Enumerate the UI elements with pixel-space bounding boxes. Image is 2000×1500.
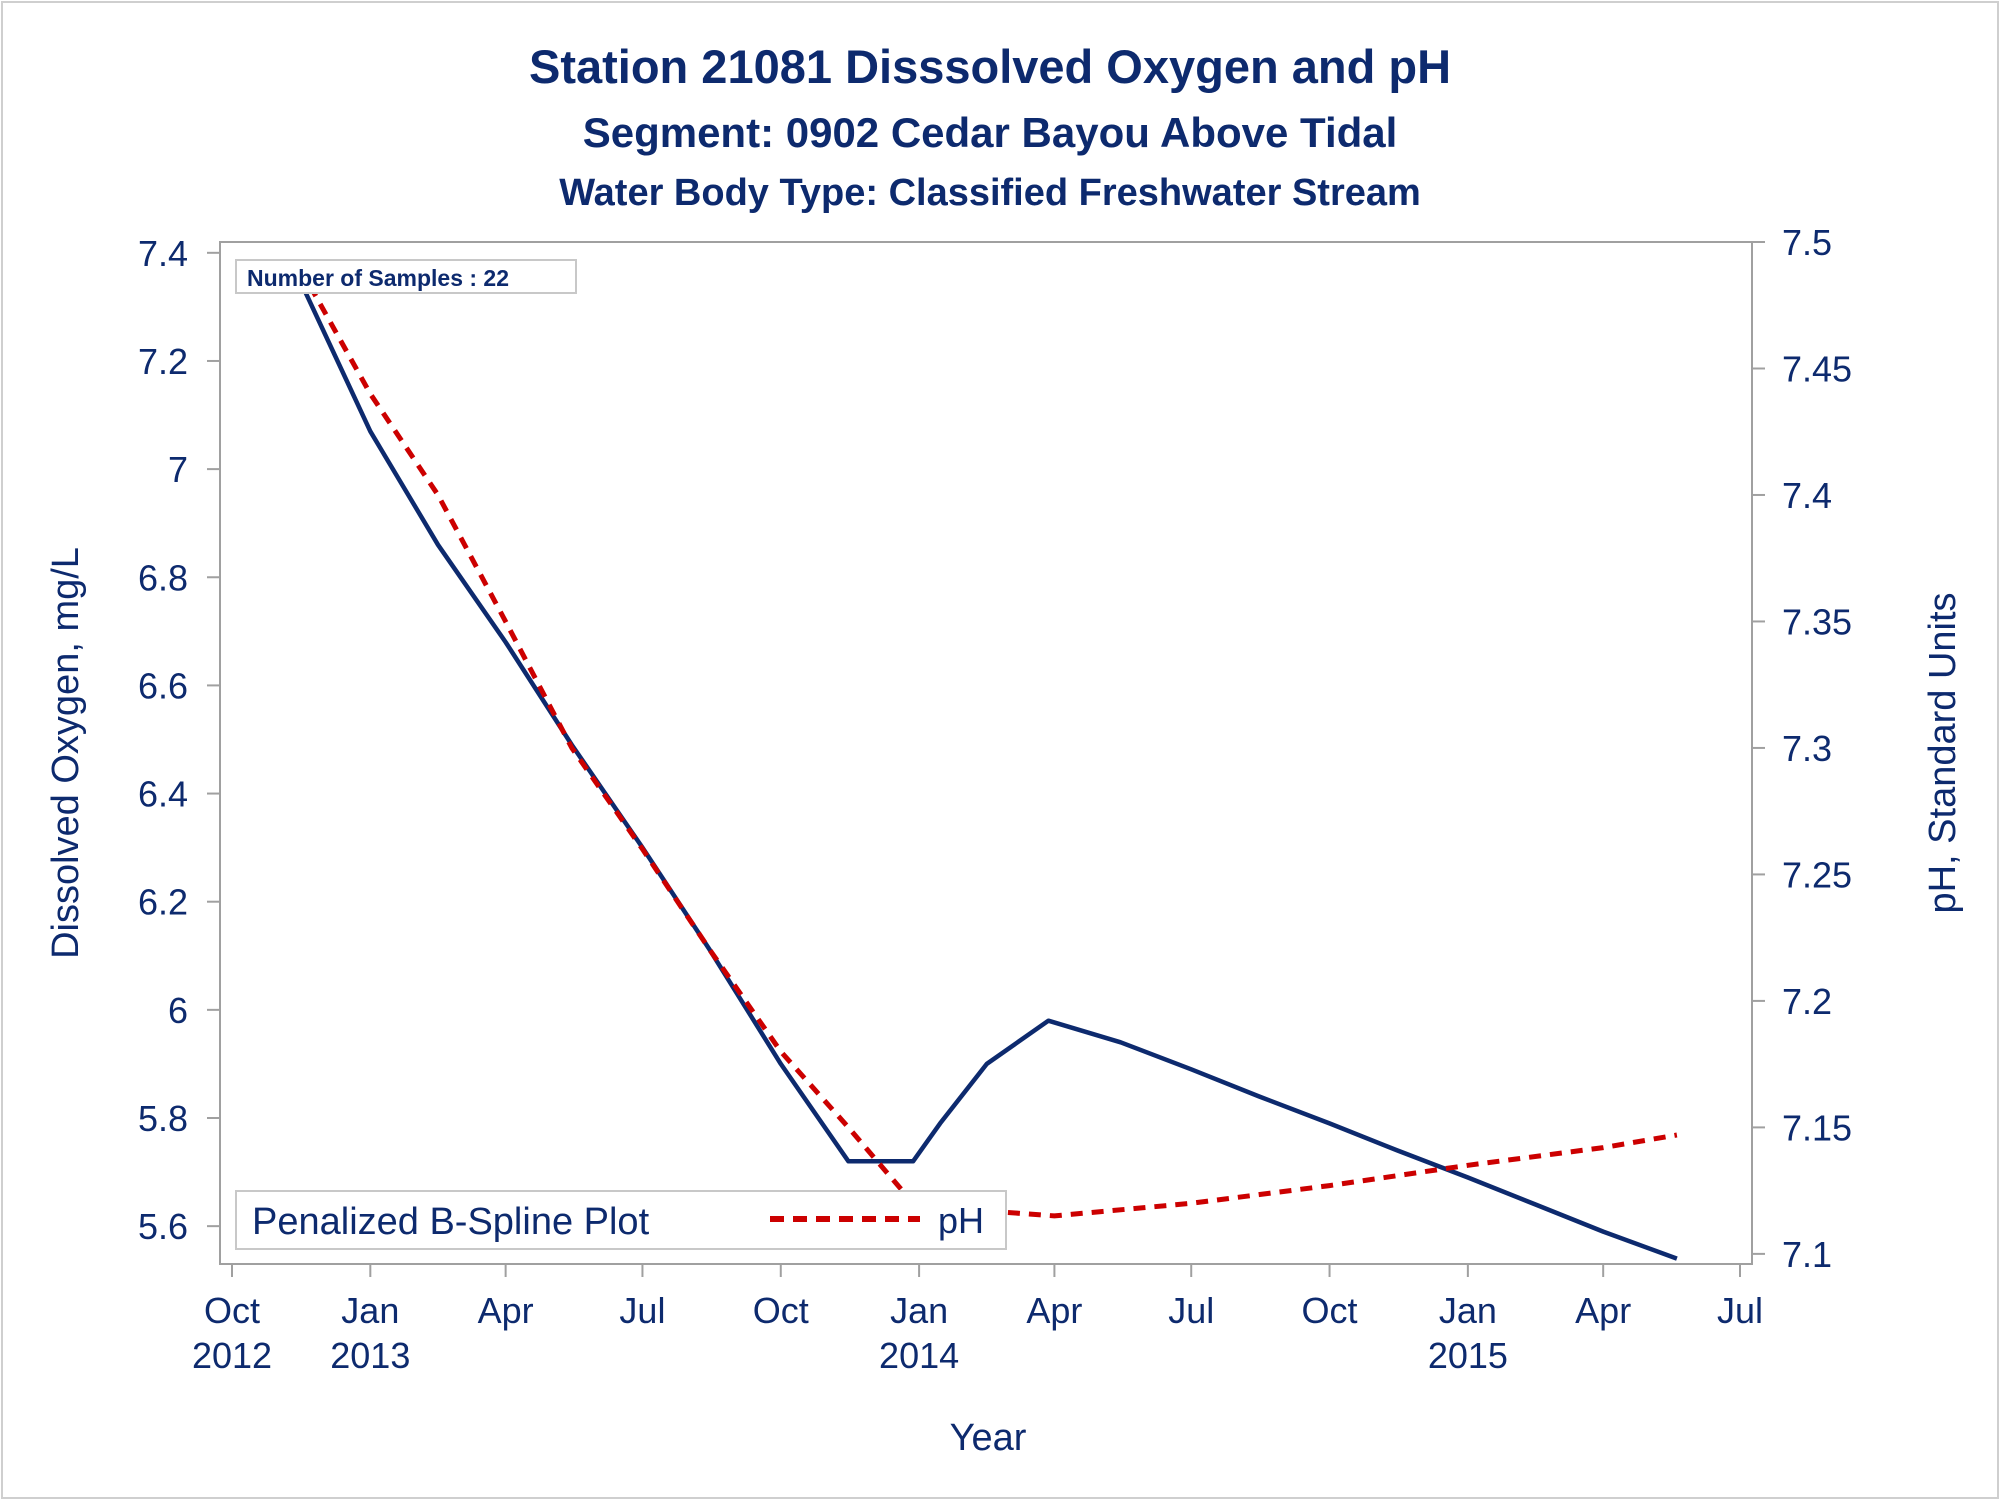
- chart-subtitle: Segment: 0902 Cedar Bayou Above Tidal: [583, 109, 1398, 156]
- x-tick-label: Jul: [1717, 1290, 1763, 1331]
- chart-title: Station 21081 Disssolved Oxygen and pH: [529, 40, 1451, 93]
- x-tick-label: Apr: [1575, 1290, 1631, 1331]
- y2-tick-label: 7.25: [1782, 854, 1852, 895]
- x-tick-label: Apr: [1026, 1290, 1082, 1331]
- x-tick-year: 2015: [1428, 1335, 1508, 1376]
- legend-label-ph: pH: [938, 1200, 984, 1241]
- y-tick-label: 5.8: [138, 1098, 188, 1139]
- y2-tick-label: 7.45: [1782, 348, 1852, 389]
- legend-box: [235, 1190, 1007, 1250]
- x-tick-label: Jul: [1168, 1290, 1214, 1331]
- y-axis-left: 5.6 5.8 6 6.2 6.4 6.6 6.8 7 7.2 7.4: [138, 233, 220, 1247]
- x-axis-label: Year: [950, 1417, 1027, 1459]
- y-axis-label: Dissolved Oxygen, mg/L: [45, 547, 87, 959]
- legend-title: Penalized B-Spline Plot: [252, 1201, 650, 1243]
- y-tick-label: 6.4: [138, 774, 188, 815]
- y2-tick-label: 7.3: [1782, 728, 1832, 769]
- y-tick-label: 6.8: [138, 557, 188, 598]
- y-tick-label: 6.2: [138, 882, 188, 923]
- y-tick-label: 6.6: [138, 665, 188, 706]
- y-axis-right: 7.1 7.15 7.2 7.25 7.3 7.35 7.4 7.45 7.5: [1752, 222, 1852, 1275]
- x-tick-label: Jul: [619, 1290, 665, 1331]
- x-tick-year: 2012: [192, 1335, 272, 1376]
- y2-tick-label: 7.2: [1782, 981, 1832, 1022]
- y2-tick-label: 7.5: [1782, 222, 1832, 263]
- x-tick-label: Jan: [890, 1290, 948, 1331]
- x-tick-year: 2014: [879, 1335, 959, 1376]
- plot-area: [219, 241, 1753, 1265]
- y-tick-label: 6: [168, 990, 188, 1031]
- ph-series-line: [297, 266, 1678, 1219]
- x-tick-label: Oct: [1302, 1290, 1358, 1331]
- series-layer: [297, 266, 1678, 1261]
- y2-tick-label: 7.35: [1782, 601, 1852, 642]
- y2-tick-label: 7.4: [1782, 475, 1832, 516]
- samples-annotation: Number of Samples : 22: [247, 265, 509, 291]
- x-tick-label: Jan: [1439, 1290, 1497, 1331]
- chart-subtitle-2: Water Body Type: Classified Freshwater S…: [559, 172, 1421, 214]
- y-tick-label: 5.6: [138, 1206, 188, 1247]
- y2-tick-label: 7.15: [1782, 1107, 1852, 1148]
- y-tick-label: 7.2: [138, 341, 188, 382]
- x-tick-label: Jan: [341, 1290, 399, 1331]
- y-tick-label: 7: [168, 449, 188, 490]
- x-tick-label: Oct: [204, 1290, 260, 1331]
- samples-annotation-box: [235, 259, 577, 294]
- y-tick-label: 7.4: [138, 233, 188, 274]
- y2-axis-label: pH, Standard Units: [1922, 592, 1964, 913]
- y2-tick-label: 7.1: [1782, 1234, 1832, 1275]
- dissolved-oxygen-series-line: [297, 278, 1678, 1261]
- x-tick-label: Apr: [478, 1290, 534, 1331]
- x-tick-label: Oct: [753, 1290, 809, 1331]
- x-tick-year: 2013: [330, 1335, 410, 1376]
